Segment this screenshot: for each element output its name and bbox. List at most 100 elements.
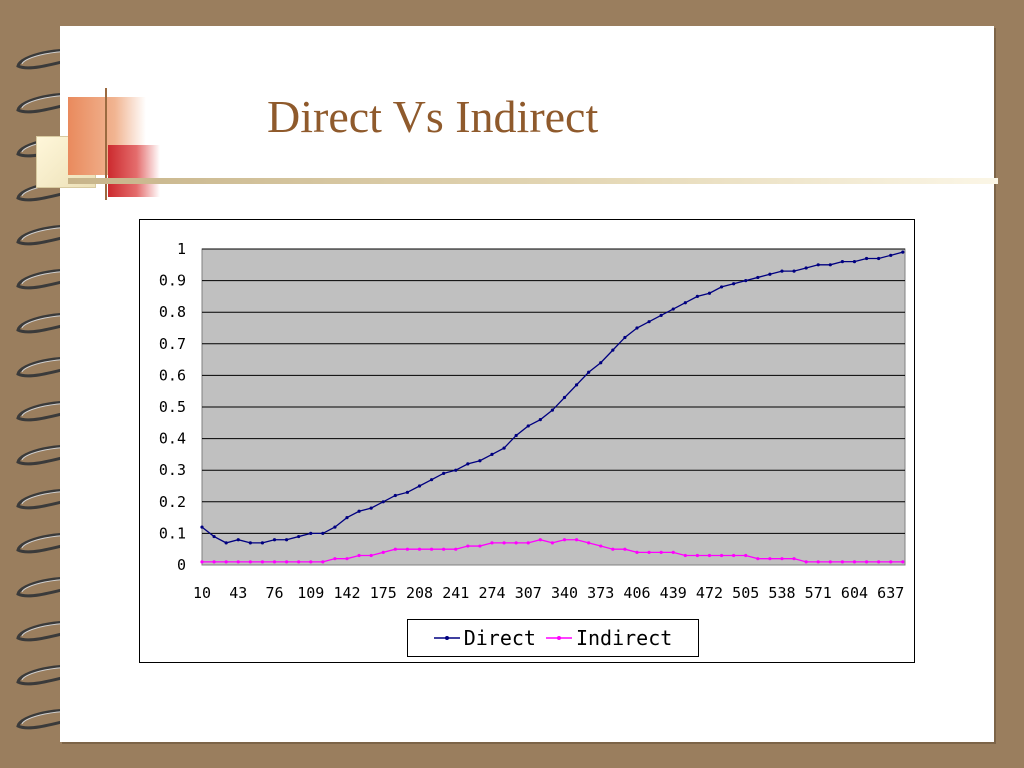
x-tick-label: 340 xyxy=(551,584,578,602)
data-point-direct xyxy=(599,361,603,365)
y-tick-label: 0.3 xyxy=(159,461,186,479)
x-tick-label: 439 xyxy=(660,584,687,602)
x-tick-label: 406 xyxy=(623,584,650,602)
data-point-indirect xyxy=(623,547,627,551)
y-tick-label: 0 xyxy=(177,556,186,574)
data-point-indirect xyxy=(574,538,579,542)
data-point-direct xyxy=(744,279,748,283)
data-point-indirect xyxy=(248,560,252,564)
gridlines xyxy=(202,248,905,534)
data-point-direct xyxy=(321,531,325,535)
data-point-indirect xyxy=(635,550,639,554)
x-tick-label: 571 xyxy=(805,584,832,602)
chart-area: 0 0.1 0.2 0.3 0.4 0.5 0.6 0.7 0.8 0.9 1 10 43 76 109 1… xyxy=(139,219,915,663)
data-point-indirect xyxy=(429,547,434,551)
data-point-direct xyxy=(369,506,373,510)
legend-swatch-direct xyxy=(433,636,460,640)
legend-item-direct: Direct xyxy=(433,626,536,650)
data-point-indirect xyxy=(744,553,748,558)
data-point-direct xyxy=(877,256,881,261)
data-point-indirect xyxy=(393,547,397,551)
data-point-direct xyxy=(200,525,204,529)
data-point-indirect xyxy=(212,560,216,564)
x-tick-label: 175 xyxy=(370,584,397,602)
data-point-direct xyxy=(442,471,446,475)
data-point-indirect xyxy=(405,547,410,551)
x-tick-label: 538 xyxy=(768,584,795,602)
x-tick-label: 307 xyxy=(515,584,542,602)
data-point-indirect xyxy=(345,557,349,561)
chart-legend: Direct Indirect xyxy=(407,619,699,657)
data-point-indirect xyxy=(284,560,289,564)
slide-title: Direct Vs Indirect xyxy=(267,91,599,142)
data-point-indirect xyxy=(369,553,373,558)
data-point-direct xyxy=(707,291,712,295)
data-point-direct xyxy=(466,462,470,466)
data-point-indirect xyxy=(502,541,506,545)
data-point-direct xyxy=(526,424,530,428)
data-point-indirect xyxy=(490,541,494,545)
data-point-direct xyxy=(792,269,796,273)
data-point-direct xyxy=(260,541,265,545)
y-tick-label: 0.9 xyxy=(159,272,186,290)
data-point-indirect xyxy=(442,547,446,551)
data-point-direct xyxy=(574,383,579,387)
data-point-direct xyxy=(587,370,591,374)
data-point-indirect xyxy=(417,547,422,551)
data-point-indirect xyxy=(200,560,204,564)
y-tick-label: 1 xyxy=(177,240,186,258)
data-point-indirect xyxy=(816,560,820,564)
data-point-direct xyxy=(840,260,844,264)
data-point-direct xyxy=(490,452,494,456)
data-point-direct xyxy=(309,531,313,535)
data-point-direct xyxy=(611,348,615,352)
y-tick-label: 0.5 xyxy=(159,398,186,416)
data-point-indirect xyxy=(611,547,615,551)
data-point-direct xyxy=(284,538,289,542)
data-point-direct xyxy=(816,263,820,267)
data-point-direct xyxy=(393,493,397,498)
data-point-indirect xyxy=(260,560,265,564)
y-tick-label: 0.2 xyxy=(159,493,186,511)
decor-square-red xyxy=(108,145,160,197)
legend-swatch-indirect xyxy=(545,636,572,640)
data-point-indirect xyxy=(732,553,736,558)
x-tick-label: 472 xyxy=(696,584,723,602)
data-point-indirect xyxy=(562,538,567,542)
data-point-indirect xyxy=(587,541,591,545)
data-point-direct xyxy=(659,313,663,317)
data-point-direct xyxy=(478,459,482,463)
data-point-direct xyxy=(550,408,555,412)
data-point-direct xyxy=(429,478,434,482)
data-point-indirect xyxy=(321,560,325,564)
data-point-indirect xyxy=(804,560,808,564)
data-point-indirect xyxy=(768,557,772,561)
data-point-indirect xyxy=(877,560,881,564)
data-point-indirect xyxy=(236,560,240,564)
data-point-direct xyxy=(671,307,675,311)
x-tick-label: 208 xyxy=(406,584,433,602)
data-point-direct xyxy=(864,256,869,261)
data-point-direct xyxy=(804,266,808,270)
data-point-direct xyxy=(502,446,506,450)
title-underline xyxy=(68,178,998,184)
data-point-direct xyxy=(562,395,567,400)
data-point-indirect xyxy=(828,560,832,564)
data-point-direct xyxy=(297,534,301,539)
data-point-indirect xyxy=(309,560,313,564)
data-point-direct xyxy=(828,263,832,267)
data-point-indirect xyxy=(780,557,784,561)
data-point-indirect xyxy=(333,557,337,561)
data-point-direct xyxy=(889,253,893,257)
data-point-indirect xyxy=(659,550,663,554)
data-point-direct xyxy=(852,260,857,264)
data-point-direct xyxy=(623,335,627,340)
y-tick-label: 0.6 xyxy=(159,366,186,384)
data-point-direct xyxy=(381,500,385,504)
data-point-indirect xyxy=(381,550,385,554)
data-point-indirect xyxy=(466,544,470,548)
data-point-direct xyxy=(454,468,458,472)
y-tick-label: 0.1 xyxy=(159,524,186,542)
x-tick-label: 373 xyxy=(587,584,614,602)
legend-item-indirect: Indirect xyxy=(545,626,672,650)
